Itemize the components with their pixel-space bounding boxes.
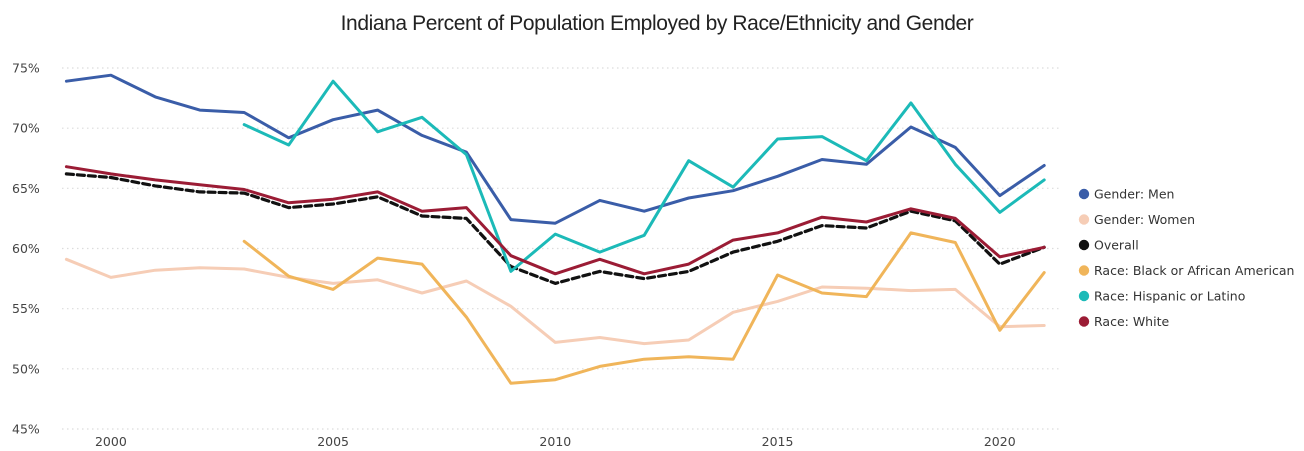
legend-marker-overall xyxy=(1078,239,1090,251)
x-tick-label: 2020 xyxy=(984,434,1016,449)
legend-marker-race-white xyxy=(1078,316,1090,327)
legend-marker-race-black-or-african-american xyxy=(1078,265,1090,276)
legend-marker-gender-women xyxy=(1078,214,1090,225)
y-tick-label: 65% xyxy=(12,181,40,196)
x-tick-label: 2000 xyxy=(95,434,127,449)
legend-marker-gender-men xyxy=(1078,188,1090,200)
series-line-overall xyxy=(64,172,1046,285)
series-line-gender-men xyxy=(64,73,1046,225)
x-tick-label: 2005 xyxy=(317,434,349,449)
chart-title: Indiana Percent of Population Employed b… xyxy=(340,12,974,35)
x-tick-label: 2015 xyxy=(762,434,794,449)
series-line-gender-women xyxy=(64,257,1046,346)
legend-label-gender-women: Gender: Women xyxy=(1094,212,1195,227)
legend-label-gender-men: Gender: Men xyxy=(1094,187,1174,202)
y-axis-ticks: 45% 50% 55% 60% 65% 70% 75% xyxy=(12,61,40,437)
gridlines xyxy=(62,67,1062,430)
legend-label-race-white: Race: White xyxy=(1094,314,1169,329)
legend-label-overall: Overall xyxy=(1094,238,1139,253)
y-tick-label: 70% xyxy=(12,121,40,136)
y-tick-label: 50% xyxy=(12,361,40,376)
legend-label-race-black-or-african-american: Race: Black or African American xyxy=(1094,263,1294,278)
x-axis-ticks: 2000 2005 2010 2015 2020 xyxy=(95,434,1016,449)
y-tick-label: 60% xyxy=(12,241,40,256)
legend-label-race-hispanic-or-latino: Race: Hispanic or Latino xyxy=(1094,289,1245,304)
series-line-race-white xyxy=(64,165,1046,276)
y-tick-label: 45% xyxy=(12,422,40,437)
y-tick-label: 55% xyxy=(12,301,40,316)
legend: Gender: Men Gender: Women Overall Race: Bla… xyxy=(1078,187,1294,329)
series-line-race-black-or-african-american xyxy=(242,231,1046,385)
series-lines xyxy=(64,73,1046,385)
x-tick-label: 2010 xyxy=(539,434,571,449)
series-line-race-hispanic-or-latino xyxy=(242,79,1046,273)
legend-marker-race-hispanic-or-latino xyxy=(1078,290,1090,302)
y-tick-label: 75% xyxy=(12,61,40,76)
